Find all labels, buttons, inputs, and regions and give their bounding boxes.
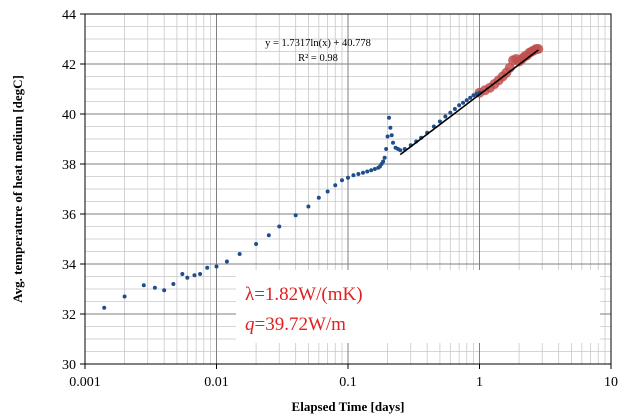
annotation-q-value: =39.72W/m xyxy=(255,314,347,335)
data-point-measured xyxy=(205,265,210,270)
data-point-measured xyxy=(180,272,185,276)
data-point-measured xyxy=(389,133,394,138)
data-point-measured xyxy=(388,125,393,130)
y-axis-ticks: 30 32 34 36 38 40 42 44 xyxy=(62,8,85,373)
y-tick-label: 30 xyxy=(62,358,76,373)
data-point-measured xyxy=(316,195,321,200)
y-tick-label: 38 xyxy=(62,158,76,173)
x-tick-label: 0.001 xyxy=(69,375,101,390)
data-point-measured xyxy=(171,282,176,286)
y-tick-label: 32 xyxy=(62,308,76,323)
series-measured xyxy=(102,90,482,310)
data-point-measured xyxy=(391,140,396,145)
data-point-measured xyxy=(224,259,229,264)
x-tick-label: 0.1 xyxy=(339,375,357,390)
y-tick-label: 36 xyxy=(62,208,76,223)
data-point-measured xyxy=(351,173,356,178)
data-point-measured xyxy=(468,95,473,100)
data-point-measured xyxy=(152,285,157,290)
y-tick-label: 42 xyxy=(62,58,76,73)
data-point-measured xyxy=(356,172,361,176)
annotation-q-var: q xyxy=(245,314,255,335)
data-point-measured xyxy=(386,115,391,120)
data-point-measured xyxy=(360,170,365,175)
x-axis-label: Elapsed Time [days] xyxy=(292,399,405,414)
annotation-background xyxy=(236,270,600,343)
data-point-measured xyxy=(254,242,259,246)
annotation-lambda: λ=1.82W/(mK) xyxy=(245,284,363,305)
trendline-equation: y = 1.7317ln(x) + 40.778 xyxy=(265,38,371,49)
data-point-measured xyxy=(306,204,311,209)
data-point-measured xyxy=(346,175,350,180)
data-point-measured xyxy=(457,103,462,108)
annotation-box: λ=1.82W/(mK) q=39.72W/m xyxy=(236,270,600,343)
data-point-measured xyxy=(365,169,370,174)
data-point-measured xyxy=(214,264,219,269)
data-point-measured xyxy=(398,148,403,153)
data-point-measured xyxy=(198,272,203,276)
data-point-measured xyxy=(162,288,167,293)
data-point-measured xyxy=(339,178,344,183)
y-tick-label: 34 xyxy=(62,258,76,273)
data-point-measured xyxy=(185,275,190,280)
data-point-measured xyxy=(382,155,387,160)
data-point-measured xyxy=(293,213,298,218)
data-point-measured xyxy=(452,107,457,111)
data-point-measured xyxy=(448,110,453,115)
data-point-measured xyxy=(122,294,127,299)
data-point-measured xyxy=(443,114,448,119)
data-point-measured xyxy=(266,233,271,238)
y-axis-label: Avg. temperature of heat medium [degC] xyxy=(10,75,25,303)
x-tick-label: 0.01 xyxy=(204,375,229,390)
data-point-measured xyxy=(277,224,282,229)
y-tick-label: 40 xyxy=(62,108,76,123)
data-point-measured xyxy=(192,273,197,278)
data-point-measured xyxy=(461,100,466,105)
data-point-measured xyxy=(384,147,389,151)
x-tick-label: 10 xyxy=(604,375,618,390)
data-point-measured xyxy=(471,93,476,98)
data-point-measured xyxy=(385,134,390,139)
data-point-measured xyxy=(369,168,374,173)
trendline-r-squared: R² = 0.98 xyxy=(298,53,338,64)
y-tick-label: 44 xyxy=(62,8,76,23)
data-point-measured xyxy=(437,119,442,124)
trendline xyxy=(399,49,539,156)
data-point-measured xyxy=(381,159,386,164)
data-point-measured xyxy=(464,98,469,103)
data-point-measured xyxy=(141,283,146,288)
data-point-measured xyxy=(237,252,242,256)
x-axis-ticks: 0.001 0.01 0.1 1 10 xyxy=(69,364,618,390)
x-tick-label: 1 xyxy=(476,375,483,390)
data-point-measured xyxy=(372,167,377,171)
data-point-measured xyxy=(325,189,330,194)
data-point-measured xyxy=(102,305,107,310)
annotation-q: q=39.72W/m xyxy=(245,314,346,335)
data-point-measured xyxy=(333,183,338,188)
